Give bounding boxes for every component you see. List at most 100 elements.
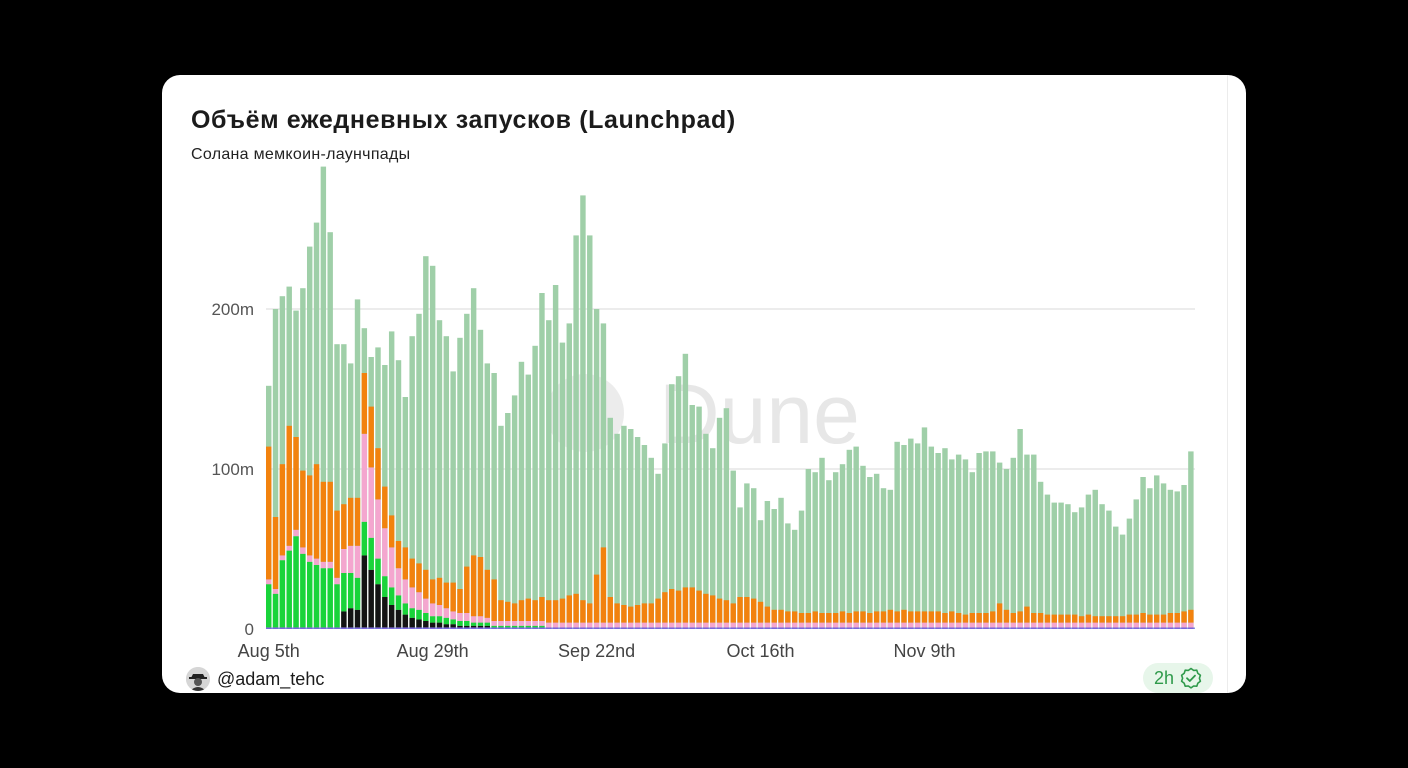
bar-segment xyxy=(928,611,935,623)
bar-segment xyxy=(511,625,518,628)
bar-segment xyxy=(641,622,648,628)
bar-segment xyxy=(600,547,607,623)
bar-segment xyxy=(532,625,538,628)
bar-segment xyxy=(320,561,327,569)
bar-segment xyxy=(1058,614,1064,623)
bar-segment xyxy=(580,622,586,628)
bar-segment xyxy=(368,467,374,538)
bar-segment xyxy=(334,577,340,585)
bar-segment xyxy=(655,598,661,623)
bar-segment xyxy=(1181,611,1187,623)
refresh-badge[interactable]: 2h xyxy=(1143,663,1213,693)
bar-segment xyxy=(969,613,976,623)
bar-total xyxy=(320,166,327,629)
bar-total xyxy=(805,469,812,629)
bar-segment xyxy=(1113,616,1119,623)
bar-total xyxy=(839,464,846,629)
bar-segment xyxy=(628,622,634,628)
bar-segment xyxy=(341,573,347,612)
refresh-interval: 2h xyxy=(1153,667,1175,688)
bar-segment xyxy=(368,406,374,468)
bar-segment xyxy=(778,622,784,628)
bar-total xyxy=(546,320,552,629)
bar-segment xyxy=(935,622,941,628)
bar-segment xyxy=(976,622,982,628)
bar-segment xyxy=(675,590,682,623)
bar-segment xyxy=(450,582,456,612)
bar-segment xyxy=(962,614,969,623)
bar-segment xyxy=(682,587,689,623)
bar-segment xyxy=(470,616,477,623)
bar-segment xyxy=(1167,613,1174,623)
bar-segment xyxy=(423,569,429,599)
bar-total xyxy=(641,445,648,629)
bar-segment xyxy=(914,611,921,623)
bar-segment xyxy=(696,622,702,628)
bar-segment xyxy=(375,499,381,559)
bar-total xyxy=(491,373,497,629)
bar-segment xyxy=(505,625,511,628)
bar-segment xyxy=(498,621,504,626)
bar-total xyxy=(832,472,839,629)
bar-total xyxy=(566,323,572,629)
bar-total xyxy=(942,448,948,629)
bar-segment xyxy=(272,589,279,594)
bar-total xyxy=(880,488,887,629)
bar-segment xyxy=(436,622,443,628)
author-name[interactable]: @adam_tehc xyxy=(217,668,325,689)
bar-segment xyxy=(1024,606,1030,623)
bar-segment xyxy=(860,622,866,628)
bar-segment xyxy=(443,617,450,625)
bar-segment xyxy=(1044,622,1051,628)
bar-segment xyxy=(532,621,538,626)
bar-segment xyxy=(347,573,354,609)
bar-segment xyxy=(266,446,272,580)
bar-segment xyxy=(587,603,593,623)
bar-segment xyxy=(1051,614,1057,623)
bar-total xyxy=(723,408,730,629)
bar-segment xyxy=(464,621,470,626)
bar-total xyxy=(785,523,791,629)
bar-segment xyxy=(689,622,695,628)
bar-segment xyxy=(464,566,470,613)
bar-total xyxy=(1140,477,1146,629)
bar-segment xyxy=(573,593,579,623)
bar-segment xyxy=(1160,622,1167,628)
bar-total xyxy=(450,371,456,629)
bar-segment xyxy=(1181,622,1187,628)
bar-segment xyxy=(1133,614,1139,623)
bar-total xyxy=(1099,504,1105,629)
x-axis-ticks: Aug 5th Aug 29th Sep 22nd Oct 16th Nov 9th xyxy=(238,641,956,661)
bar-total xyxy=(600,323,607,629)
bar-segment xyxy=(293,529,299,537)
bar-total xyxy=(470,288,477,629)
bar-segment xyxy=(873,611,880,623)
bar-segment xyxy=(805,613,812,623)
bar-segment xyxy=(347,497,354,546)
bar-segment xyxy=(1099,622,1105,628)
bar-segment xyxy=(976,613,982,623)
bar-total xyxy=(819,457,825,629)
bar-segment xyxy=(327,561,333,569)
bar-total xyxy=(1003,469,1010,629)
bar-segment xyxy=(436,577,443,605)
bar-segment xyxy=(628,606,634,623)
chart-subtitle: Солана мемкоин-лаунчпады xyxy=(191,146,411,163)
bar-total xyxy=(846,449,853,629)
bar-segment xyxy=(286,550,292,628)
bar-segment xyxy=(518,600,525,621)
bar-total xyxy=(1010,457,1016,629)
author[interactable]: @adam_tehc xyxy=(186,666,324,692)
bar-segment xyxy=(1119,616,1126,623)
bar-segment xyxy=(375,558,381,585)
bar-segment xyxy=(450,619,456,625)
bar-segment xyxy=(873,622,880,628)
bar-segment xyxy=(778,609,784,623)
y-axis-ticks: 0 100m 200m xyxy=(211,300,254,639)
bar-segment xyxy=(1031,622,1037,628)
bar-total xyxy=(1106,510,1112,629)
bar-total xyxy=(928,446,935,629)
bar-segment xyxy=(587,622,593,628)
bar-segment xyxy=(901,609,907,623)
bar-total xyxy=(525,374,532,629)
